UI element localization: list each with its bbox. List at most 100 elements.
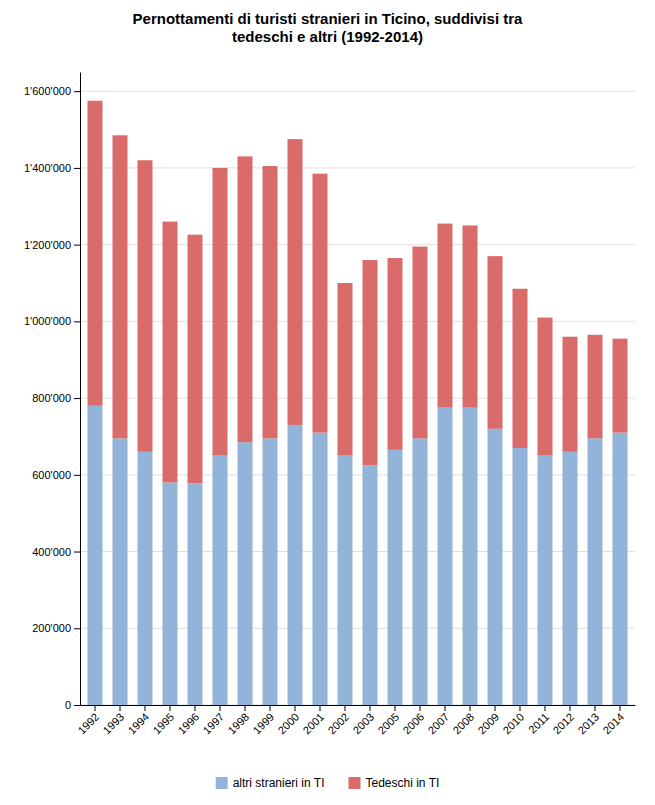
x-tick-label: 1999: [250, 711, 276, 737]
x-tick: 2014: [600, 705, 626, 736]
y-tick: 1'200'000: [24, 239, 80, 251]
x-tick-label: 2009: [475, 711, 501, 737]
x-tick-mark: [570, 705, 571, 711]
x-tick-label: 2000: [275, 711, 301, 737]
x-tick: 2001: [300, 705, 326, 736]
x-tick: 2010: [500, 705, 526, 736]
y-tick-label: 400'000: [32, 546, 71, 558]
x-tick-mark: [520, 705, 521, 711]
bar: [213, 168, 228, 456]
bar: [413, 247, 428, 439]
x-tick: 2011: [526, 705, 551, 736]
x-tick-mark: [370, 705, 371, 711]
x-tick: 2007: [425, 705, 451, 736]
x-tick: 2008: [450, 705, 476, 736]
bar: [88, 101, 103, 406]
grid-line: [80, 91, 635, 92]
plot: 0 200'000 400'000 600'000 800'000 1'000'000 1'…: [24, 73, 636, 737]
x-tick-mark: [495, 705, 496, 711]
y-tick-label: 200'000: [32, 622, 71, 634]
x-tick-mark: [195, 705, 196, 711]
x-tick-label: 1993: [100, 711, 126, 737]
y-tick-mark: [74, 552, 80, 553]
legend-swatch: [348, 777, 360, 789]
bar: [363, 465, 378, 705]
x-tick-label: 1992: [75, 711, 101, 737]
x-tick-label: 2003: [350, 711, 376, 737]
x-tick-label: 2013: [575, 711, 601, 737]
legend-label: altri stranieri in TI: [233, 776, 325, 790]
x-tick-mark: [545, 705, 546, 711]
x-tick-label: 1994: [125, 711, 151, 737]
bars: [88, 101, 628, 705]
grid: [80, 91, 635, 705]
x-tick-mark: [245, 705, 246, 711]
x-tick-mark: [145, 705, 146, 711]
bar: [438, 224, 453, 408]
legend-swatch: [216, 777, 228, 789]
x-tick: 2006: [400, 705, 426, 736]
y-tick: 1'000'000: [24, 315, 80, 327]
x-tick-label: 2014: [600, 711, 626, 737]
x-tick: 1993: [100, 705, 126, 736]
bar: [538, 318, 553, 456]
bar: [613, 339, 628, 433]
bar: [113, 135, 128, 438]
bar: [563, 452, 578, 705]
bar: [238, 156, 253, 442]
bar: [313, 433, 328, 705]
bar: [588, 335, 603, 439]
title: Pernottamenti di turisti stranieri in Ti…: [133, 10, 523, 45]
bar: [113, 438, 128, 705]
x-tick: 2005: [375, 705, 401, 736]
x-tick-label: 2011: [526, 711, 551, 736]
x-tick-mark: [270, 705, 271, 711]
bar: [263, 438, 278, 705]
grid-line: [80, 167, 635, 168]
bar: [388, 258, 403, 450]
x-tick-mark: [470, 705, 471, 711]
bar: [463, 408, 478, 705]
bar: [363, 260, 378, 465]
bar: [338, 456, 353, 705]
x-tick-label: 1995: [150, 711, 176, 737]
legend-label: Tedeschi in TI: [365, 776, 439, 790]
legend-item: Tedeschi in TI: [348, 776, 439, 790]
series: [88, 101, 628, 483]
x-tick: 2000: [275, 705, 301, 736]
bar: [438, 408, 453, 705]
x-tick-mark: [295, 705, 296, 711]
x-tick-label: 2002: [325, 711, 351, 737]
bar: [388, 450, 403, 705]
y-tick: 800'000: [32, 392, 80, 404]
x-tick: 2012: [550, 705, 576, 736]
x-axis-line: [81, 705, 636, 706]
y-tick: 0: [65, 699, 80, 711]
bar: [188, 235, 203, 484]
x-tick: 1996: [175, 705, 201, 736]
y-tick: 200'000: [32, 622, 80, 634]
y-tick-label: 600'000: [32, 469, 71, 481]
y-tick-mark: [74, 628, 80, 629]
y-tick-label: 1'000'000: [24, 315, 71, 327]
x-tick-mark: [445, 705, 446, 711]
x-tick: 2009: [475, 705, 501, 736]
bar: [288, 139, 303, 425]
x-tick-mark: [170, 705, 171, 711]
bar: [413, 438, 428, 705]
y-tick-mark: [74, 321, 80, 322]
y-tick-label: 1'600'000: [24, 85, 71, 97]
bar: [538, 456, 553, 705]
x-tick-mark: [345, 705, 346, 711]
y-tick-mark: [74, 91, 80, 92]
bar: [613, 433, 628, 705]
x-tick: 1992: [75, 705, 101, 736]
x-tick: 2002: [325, 705, 351, 736]
bar: [463, 225, 478, 407]
bar: [138, 452, 153, 705]
legend-item: altri stranieri in TI: [216, 776, 325, 790]
x-tick-label: 2010: [500, 711, 526, 737]
bar: [338, 283, 353, 456]
y-axis-line: [80, 73, 81, 706]
y-tick-mark: [74, 398, 80, 399]
